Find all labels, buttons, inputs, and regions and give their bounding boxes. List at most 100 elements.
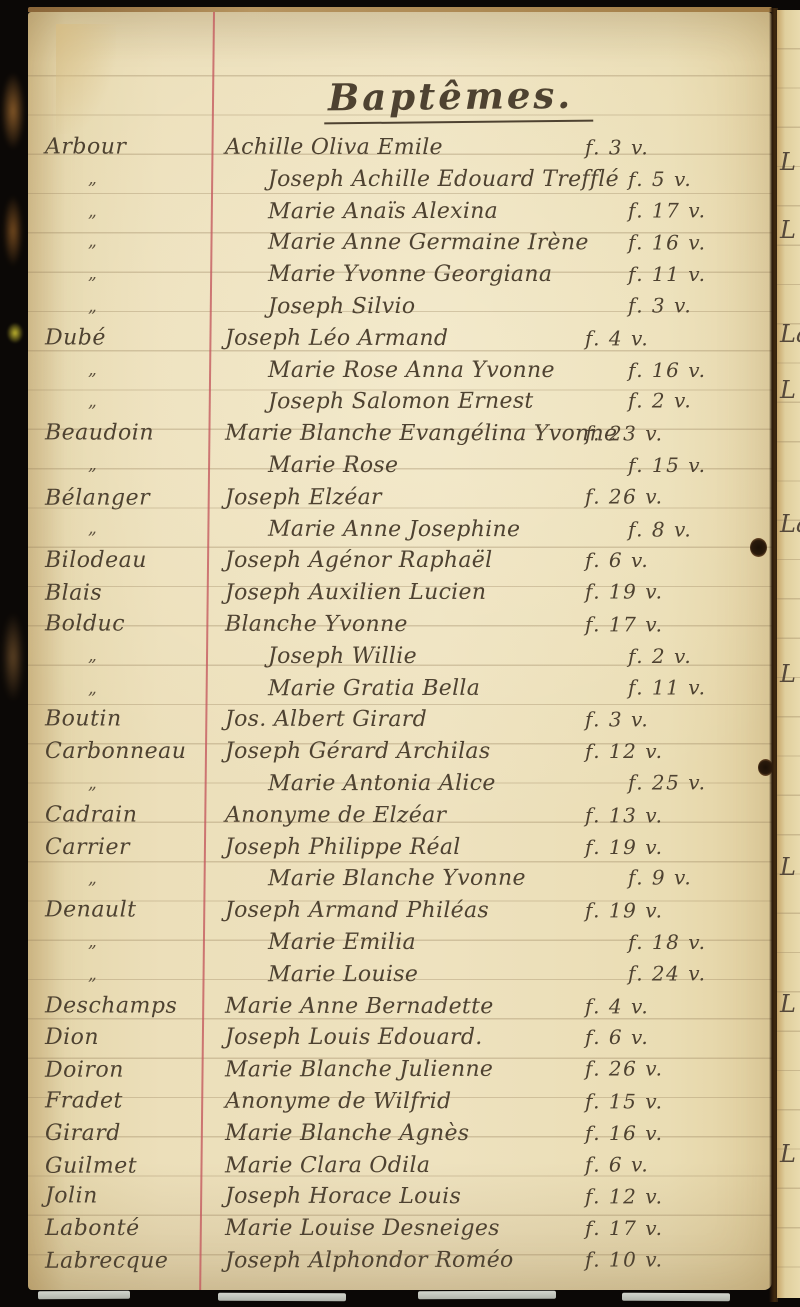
given-names-cell: Joseph Auxilien Lucien xyxy=(224,579,487,606)
folio-cell: f. 9 v. xyxy=(627,865,693,890)
register-row: „ Marie Rose Anna Yvonne f. 16 v. xyxy=(28,355,772,387)
register-row: Labonté Marie Louise Desneiges f. 17 v. xyxy=(28,1213,772,1245)
surname-cell: „ xyxy=(88,264,97,285)
folio-cell: f. 23 v. xyxy=(584,421,664,446)
register-row: „ Marie Anne Germaine Irène f. 16 v. xyxy=(28,227,772,260)
given-names-cell: Anonyme de Elzéar xyxy=(224,802,447,828)
register-row: „ Marie Gratia Bella f. 11 v. xyxy=(28,672,772,705)
folio-cell: f. 11 v. xyxy=(628,262,707,287)
facing-page-fragment: L xyxy=(780,990,796,1018)
register-row: Fradet Anonyme de Wilfrid f. 15 v. xyxy=(28,1085,772,1118)
given-names-cell: Marie Rose xyxy=(268,452,399,478)
given-names-cell: Marie Blanche Yvonne xyxy=(267,866,526,892)
register-row: Carbonneau Joseph Gérard Archilas f. 12 … xyxy=(28,736,772,768)
given-names-cell: Marie Louise xyxy=(267,961,419,987)
facing-page-fragment: L xyxy=(780,216,796,244)
register-row: Girard Marie Blanche Agnès f. 16 v. xyxy=(28,1118,772,1150)
facing-page-fragment: L xyxy=(780,853,796,881)
register-row: Blais Joseph Auxilien Lucien f. 19 v. xyxy=(28,576,772,609)
folio-cell: f. 19 v. xyxy=(585,834,664,859)
register-row: „ Marie Blanche Yvonne f. 9 v. xyxy=(28,863,772,896)
given-names-cell: Joseph Agénor Raphaël xyxy=(225,548,493,574)
register-row: „ Marie Rose f. 15 v. xyxy=(28,450,772,482)
register-row: Guilmet Marie Clara Odila f. 6 v. xyxy=(28,1149,772,1182)
surname-cell: Labonté xyxy=(45,1216,140,1242)
folio-cell: f. 26 v. xyxy=(584,1056,664,1081)
surname-cell: „ xyxy=(87,773,97,794)
folio-cell: f. 4 v. xyxy=(584,993,650,1018)
page-top-edge xyxy=(28,7,772,12)
folio-cell: f. 19 v. xyxy=(584,579,664,604)
folio-cell: f. 2 v. xyxy=(628,643,693,668)
table-edge-highlight xyxy=(217,1292,347,1302)
folio-cell: f. 6 v. xyxy=(585,548,650,573)
given-names-cell: Joseph Léo Armand xyxy=(224,325,449,351)
table-edge-highlight xyxy=(37,1290,131,1300)
surname-cell: Girard xyxy=(45,1120,121,1146)
register-row: Boutin Jos. Albert Girard f. 3 v. xyxy=(28,704,772,737)
register-row: „ Marie Emilia f. 18 v. xyxy=(28,927,772,959)
given-names-cell: Marie Anaïs Alexina xyxy=(267,198,499,224)
folio-cell: f. 19 v. xyxy=(584,898,664,923)
surname-cell: Cadrain xyxy=(44,802,138,828)
register-row: Bolduc Blanche Yvonne f. 17 v. xyxy=(28,608,772,641)
folio-cell: f. 17 v. xyxy=(627,197,707,223)
surname-cell: „ xyxy=(87,964,97,985)
folio-cell: f. 10 v. xyxy=(584,1247,664,1272)
given-names-cell: Marie Gratia Bella xyxy=(267,675,481,701)
register-row: Bélanger Joseph Elzéar f. 26 v. xyxy=(28,481,772,514)
folio-cell: f. 6 v. xyxy=(585,1025,650,1050)
surname-cell: „ xyxy=(88,454,97,475)
folio-cell: f. 15 v. xyxy=(628,452,707,477)
facing-page-fragment: L xyxy=(780,148,796,176)
given-names-cell: Marie Blanche Julienne xyxy=(224,1056,494,1083)
given-names-cell: Joseph Salomon Ernest xyxy=(267,389,534,415)
given-names-cell: Marie Anne Bernadette xyxy=(224,993,494,1019)
surname-cell: Guilmet xyxy=(44,1153,138,1179)
book-page-edges xyxy=(0,7,29,1301)
register-row: Beaudoin Marie Blanche Evangélina Yvonne… xyxy=(28,418,772,451)
facing-page-fragment: La xyxy=(780,320,800,348)
surname-cell: Blais xyxy=(44,580,103,606)
given-names-cell: Anonyme de Wilfrid xyxy=(224,1088,452,1114)
ledger-page: Baptêmes. Arbour Achille Oliva Emile f. … xyxy=(28,12,772,1290)
folio-cell: f. 3 v. xyxy=(627,293,693,318)
folio-cell: f. 16 v. xyxy=(628,357,707,382)
given-names-cell: Joseph Gérard Archilas xyxy=(225,739,491,765)
given-names-cell: Marie Antonia Alice xyxy=(267,770,496,797)
facing-page-fragment: L xyxy=(780,660,796,688)
register-row: „ Marie Yvonne Georgiana f. 11 v. xyxy=(28,259,772,291)
surname-cell: „ xyxy=(87,201,97,222)
register-entries: Arbour Achille Oliva Emile f. 3 v. „ Jos… xyxy=(28,132,772,1277)
register-row: „ Joseph Salomon Ernest f. 2 v. xyxy=(28,386,772,419)
given-names-cell: Marie Blanche Agnès xyxy=(225,1120,470,1146)
folio-cell: f. 16 v. xyxy=(585,1120,664,1145)
given-names-cell: Marie Anne Josephine xyxy=(267,516,521,542)
facing-page: L L La L La L L L L xyxy=(777,10,800,1298)
surname-cell: Carrier xyxy=(45,834,131,860)
given-names-cell: Achille Oliva Emile xyxy=(224,134,443,161)
given-names-cell: Marie Louise Desneiges xyxy=(225,1216,500,1242)
surname-cell: Deschamps xyxy=(44,992,178,1019)
folio-cell: f. 25 v. xyxy=(627,770,707,795)
surname-cell: Fradet xyxy=(44,1088,123,1114)
punch-hole xyxy=(750,538,767,557)
folio-cell: f. 26 v. xyxy=(584,484,664,509)
surname-cell: Boutin xyxy=(44,706,122,732)
given-names-cell: Joseph Armand Philéas xyxy=(224,897,490,924)
surname-cell: „ xyxy=(87,392,97,413)
surname-cell: „ xyxy=(88,359,97,380)
register-row: „ Marie Anne Josephine f. 8 v. xyxy=(28,513,772,546)
register-row: Dion Joseph Louis Edouard. f. 6 v. xyxy=(28,1022,772,1054)
surname-cell: „ xyxy=(87,518,97,539)
folio-cell: f. 4 v. xyxy=(584,326,650,351)
given-names-cell: Joseph Achille Edouard Trefflé xyxy=(268,166,619,192)
given-names-cell: Joseph Horace Louis xyxy=(224,1183,462,1210)
register-row: Dubé Joseph Léo Armand f. 4 v. xyxy=(28,322,772,355)
surname-cell: „ xyxy=(88,645,97,666)
register-row: Arbour Achille Oliva Emile f. 3 v. xyxy=(28,131,772,164)
folio-cell: f. 2 v. xyxy=(627,388,693,413)
folio-cell: f. 3 v. xyxy=(584,135,650,160)
folio-cell: f. 16 v. xyxy=(627,230,707,255)
